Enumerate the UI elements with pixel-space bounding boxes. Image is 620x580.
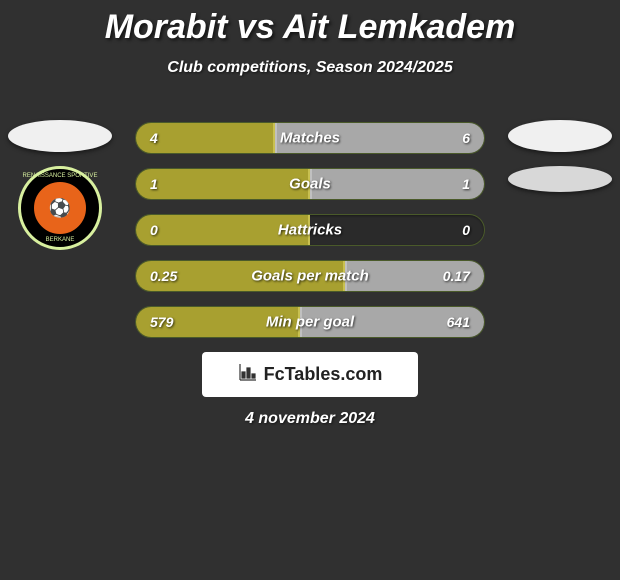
stat-bar: 579 641 Min per goal [135, 306, 485, 338]
club-badge-inner: ⚽ [32, 180, 88, 236]
footer-brand-text: FcTables.com [264, 364, 383, 385]
chart-icon [238, 362, 258, 387]
stat-bar: 0.25 0.17 Goals per match [135, 260, 485, 292]
stat-bar-left-value: 0.25 [150, 268, 177, 284]
right-player-oval-logo-2 [508, 166, 612, 192]
stat-bar-label: Hattricks [278, 222, 342, 239]
left-player-column: RENAISSANCE SPORTIVE ⚽ BERKANE [8, 120, 112, 250]
stat-bar-right-value: 0.17 [443, 268, 470, 284]
stat-bar-right-value: 641 [447, 314, 470, 330]
stat-bar-left-fill [136, 169, 310, 199]
stat-bar-label: Goals [289, 176, 331, 193]
stat-bar-left-value: 4 [150, 130, 158, 146]
footer-date: 4 november 2024 [0, 410, 620, 428]
stat-bar-left-value: 0 [150, 222, 158, 238]
stat-bar: 4 6 Matches [135, 122, 485, 154]
club-badge-bottom-text: BERKANE [21, 237, 99, 243]
comparison-bars: 4 6 Matches 1 1 Goals 0 0 Hattricks 0.25 0.17 Goals… [135, 122, 485, 352]
stat-bar-right-value: 0 [462, 222, 470, 238]
subtitle: Club competitions, Season 2024/2025 [0, 59, 620, 77]
page-title: Morabit vs Ait Lemkadem [0, 0, 620, 47]
stat-bar-left-value: 579 [150, 314, 173, 330]
stat-bar-right-fill [310, 169, 484, 199]
stat-bar-label: Min per goal [266, 314, 354, 331]
stat-bar-label: Matches [280, 130, 340, 147]
club-badge-top-text: RENAISSANCE SPORTIVE [21, 173, 99, 179]
stat-bar-left-value: 1 [150, 176, 158, 192]
stat-bar: 0 0 Hattricks [135, 214, 485, 246]
stat-bar: 1 1 Goals [135, 168, 485, 200]
left-club-badge: RENAISSANCE SPORTIVE ⚽ BERKANE [18, 166, 102, 250]
left-player-oval-logo [8, 120, 112, 152]
soccer-ball-icon: ⚽ [49, 198, 71, 219]
footer-brand-logo: FcTables.com [202, 352, 418, 397]
right-player-column [508, 120, 612, 192]
stat-bar-label: Goals per match [251, 268, 369, 285]
right-player-oval-logo-1 [508, 120, 612, 152]
stat-bar-right-value: 6 [462, 130, 470, 146]
stat-bar-right-value: 1 [462, 176, 470, 192]
